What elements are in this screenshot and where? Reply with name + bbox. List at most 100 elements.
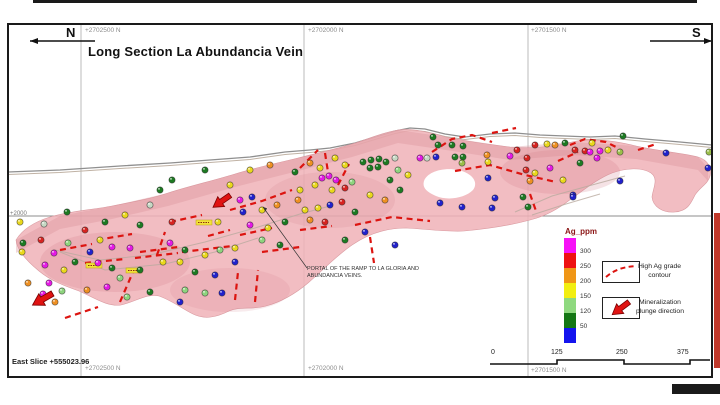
high-ag-grade-contour [637, 142, 657, 152]
dot-highlight [213, 273, 215, 275]
dot-highlight [485, 153, 487, 155]
figure-frame [7, 23, 713, 378]
mineralization-plunge-arrow [212, 192, 233, 208]
drillhole-intercept-dot [71, 258, 79, 266]
dot-highlight [561, 178, 563, 180]
high-ag-grade-contour [134, 251, 179, 260]
drillhole-intercept-dot [332, 176, 340, 184]
dot-highlight [524, 168, 526, 170]
colorbar-segment [564, 268, 576, 283]
drillhole-intercept-dot [126, 244, 134, 252]
dot-highlight [183, 288, 185, 290]
drillhole-intercept-dot [586, 148, 594, 156]
grid-label-top-2701500: +2701500 N [531, 27, 567, 34]
dot-highlight [515, 148, 517, 150]
figure-title: Long Section La Abundancia Vein [88, 44, 304, 59]
drillhole-intercept-dot [394, 166, 402, 174]
dot-highlight [118, 276, 120, 278]
dot-highlight [66, 241, 68, 243]
drillhole-intercept-dot [434, 141, 442, 149]
drillhole-intercept-dot [366, 191, 374, 199]
drillhole-intercept-dot [294, 196, 302, 204]
drillhole-intercept-dot [662, 149, 670, 157]
drillhole-intercept-dot [361, 228, 369, 236]
dot-highlight [170, 220, 172, 222]
drillhole-intercept-dot [63, 208, 71, 216]
annotation-leader-line [262, 206, 308, 269]
dot-highlight [65, 210, 67, 212]
drillhole-intercept-dot [60, 266, 68, 274]
drillhole-intercept-dot [604, 146, 612, 154]
dot-highlight [706, 166, 708, 168]
drillhole-intercept-dot [348, 178, 356, 186]
dot-highlight [553, 143, 555, 145]
dot-highlight [369, 158, 371, 160]
drillhole-intercept-dot [366, 164, 374, 172]
dot-highlight [218, 248, 220, 250]
drillhole-intercept-dot [136, 266, 144, 274]
drillhole-intercept-dot [551, 141, 559, 149]
drillhole-intercept-dot [351, 208, 359, 216]
north-arrow-head [30, 38, 38, 44]
dot-highlight [528, 179, 530, 181]
dot-highlight [460, 205, 462, 207]
dot-highlight [318, 166, 320, 168]
dot-highlight [178, 300, 180, 302]
dot-highlight [296, 198, 298, 200]
high-ag-grade-contour [155, 231, 167, 256]
drillhole-intercept-dot [211, 271, 219, 279]
dot-highlight [398, 188, 400, 190]
drillhole-intercept-dot [519, 193, 527, 201]
colorbar-label: 200 [580, 278, 591, 285]
dot-highlight [43, 263, 45, 265]
dot-highlight [368, 166, 370, 168]
drillhole-intercept-dot [382, 158, 390, 166]
south-arrow-head [704, 38, 712, 44]
colorbar-segment [564, 283, 576, 298]
drillhole-intercept-dot [201, 289, 209, 297]
dot-highlight [268, 163, 270, 165]
dot-highlight [431, 135, 433, 137]
dot-highlight [508, 154, 510, 156]
page-edge-bottom-strip [672, 384, 720, 394]
high-ag-grade-contour [368, 236, 376, 264]
dot-highlight [493, 196, 495, 198]
dot-highlight [343, 186, 345, 188]
drillhole-intercept-dot [226, 181, 234, 189]
drillhole-intercept-dot [18, 248, 26, 256]
colorbar-label: 250 [580, 263, 591, 270]
dot-highlight [453, 155, 455, 157]
dot-highlight [406, 173, 408, 175]
dot-highlight [138, 223, 140, 225]
dot-highlight [60, 289, 62, 291]
dot-highlight [393, 243, 395, 245]
drillhole-intercept-dot [40, 220, 48, 228]
dot-highlight [334, 178, 336, 180]
dot-highlight [450, 143, 452, 145]
drillhole-intercept-dot [341, 184, 349, 192]
colorbar-segment [564, 253, 576, 268]
drillhole-intercept-dot [531, 141, 539, 149]
drillhole-intercept-dot [181, 286, 189, 294]
dot-highlight [418, 156, 420, 158]
drillhole-intercept-dot [83, 286, 91, 294]
drillhole-intercept-dot [331, 154, 339, 162]
dot-highlight [168, 241, 170, 243]
high-ag-grade-contour [491, 126, 517, 135]
drillhole-intercept-dot [321, 218, 329, 226]
dot-highlight [350, 180, 352, 182]
dot-highlight [320, 176, 322, 178]
drillhole-intercept-dot [375, 155, 383, 163]
page-edge-right-strip [714, 213, 720, 368]
drillhole-intercept-dot [181, 246, 189, 254]
mineralization-plunge-arrow [31, 290, 55, 306]
dot-highlight [138, 268, 140, 270]
dot-highlight [73, 260, 75, 262]
scalebar-tick-label: 125 [551, 349, 563, 356]
legend-item-high-ag-line2: contour [648, 271, 671, 279]
drillhole-intercept-dot [484, 174, 492, 182]
drillhole-intercept-dot [531, 169, 539, 177]
north-label: N [66, 25, 76, 40]
drillhole-intercept-dot [616, 177, 624, 185]
drillhole-intercept-dot [246, 221, 254, 229]
